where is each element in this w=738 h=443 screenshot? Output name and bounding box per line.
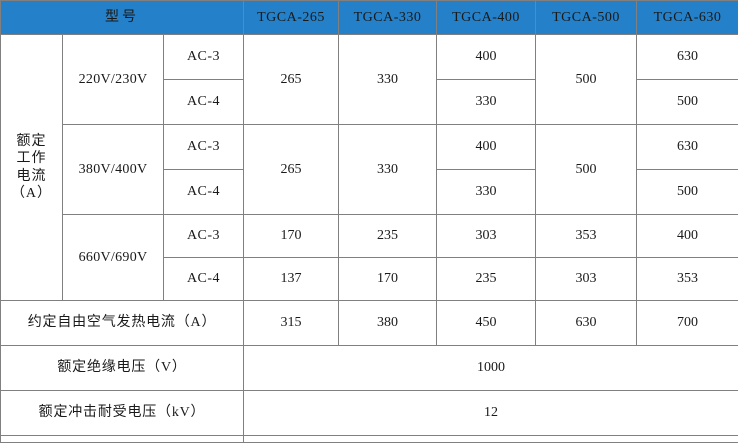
cell-220-ac4-tgca-630: 500: [637, 80, 738, 125]
summary-label-insulation-voltage: 额定绝缘电压（V）: [1, 346, 244, 391]
ac-type-660-ac3: AC-3: [164, 215, 244, 258]
ac-type-380-ac4: AC-4: [164, 170, 244, 215]
cell-380-ac3-tgca-400: 400: [437, 125, 536, 170]
cell-660-ac3-tgca-400: 303: [437, 215, 536, 258]
cell-380-ac4-tgca-630: 500: [637, 170, 738, 215]
cell-660-ac3-tgca-265: 170: [244, 215, 339, 258]
thermal-current-tgca-265: 315: [244, 301, 339, 346]
header-model-label: 型号: [1, 1, 244, 35]
table-row: 额定 工作 电流 （A） 220V/230V AC-3 265 330 400 …: [1, 35, 738, 80]
thermal-current-tgca-630: 700: [637, 301, 738, 346]
table-header-row: 型号 TGCA-265 TGCA-330 TGCA-400 TGCA-500 T…: [1, 1, 738, 35]
voltage-group-220-230: 220V/230V: [63, 35, 164, 125]
header-model-tgca-265: TGCA-265: [244, 1, 339, 35]
rated-current-label-line-2: 工作: [3, 150, 60, 168]
cell-220-ac3-tgca-630: 630: [637, 35, 738, 80]
table-row: 额定冲击耐受电压（kV） 12: [1, 391, 738, 436]
table-row: 380V/400V AC-3 265 330 400 500 630: [1, 125, 738, 170]
cell-660-ac4-tgca-265: 137: [244, 258, 339, 301]
partial-row-value-cell: [244, 436, 738, 443]
thermal-current-tgca-500: 630: [536, 301, 637, 346]
cell-380-tgca-500: 500: [536, 125, 637, 215]
ac-type-220-ac4: AC-4: [164, 80, 244, 125]
cell-380-tgca-330: 330: [339, 125, 437, 215]
cell-220-ac4-tgca-400: 330: [437, 80, 536, 125]
header-model-tgca-500: TGCA-500: [536, 1, 637, 35]
table-row-partial: [1, 436, 738, 443]
rated-current-label-line-3: 电流: [3, 168, 60, 186]
cell-220-ac3-tgca-400: 400: [437, 35, 536, 80]
rated-current-label: 额定 工作 电流 （A）: [1, 35, 63, 301]
partial-row-label-cell: [1, 436, 244, 443]
cell-660-ac3-tgca-330: 235: [339, 215, 437, 258]
cell-220-tgca-330: 330: [339, 35, 437, 125]
header-model-tgca-400: TGCA-400: [437, 1, 536, 35]
cell-660-ac3-tgca-630: 400: [637, 215, 738, 258]
cell-220-tgca-500: 500: [536, 35, 637, 125]
thermal-current-tgca-330: 380: [339, 301, 437, 346]
impulse-voltage-value: 12: [244, 391, 738, 436]
ac-type-660-ac4: AC-4: [164, 258, 244, 301]
cell-660-ac4-tgca-330: 170: [339, 258, 437, 301]
insulation-voltage-value: 1000: [244, 346, 738, 391]
header-model-tgca-630: TGCA-630: [637, 1, 738, 35]
cell-660-ac4-tgca-400: 235: [437, 258, 536, 301]
cell-380-ac4-tgca-400: 330: [437, 170, 536, 215]
ac-type-380-ac3: AC-3: [164, 125, 244, 170]
cell-660-ac4-tgca-500: 303: [536, 258, 637, 301]
cell-220-tgca-265: 265: [244, 35, 339, 125]
voltage-group-660-690: 660V/690V: [63, 215, 164, 301]
table-row: 额定绝缘电压（V） 1000: [1, 346, 738, 391]
thermal-current-tgca-400: 450: [437, 301, 536, 346]
cell-660-ac4-tgca-630: 353: [637, 258, 738, 301]
rated-current-label-line-4: （A）: [3, 185, 60, 203]
rated-current-label-line-1: 额定: [3, 133, 60, 151]
table-row: 660V/690V AC-3 170 235 303 353 400: [1, 215, 738, 258]
summary-label-thermal-current: 约定自由空气发热电流（A）: [1, 301, 244, 346]
ac-type-220-ac3: AC-3: [164, 35, 244, 80]
cell-660-ac3-tgca-500: 353: [536, 215, 637, 258]
cell-380-tgca-265: 265: [244, 125, 339, 215]
voltage-group-380-400: 380V/400V: [63, 125, 164, 215]
table-row: 约定自由空气发热电流（A） 315 380 450 630 700: [1, 301, 738, 346]
summary-label-impulse-voltage: 额定冲击耐受电压（kV）: [1, 391, 244, 436]
cell-380-ac3-tgca-630: 630: [637, 125, 738, 170]
header-model-tgca-330: TGCA-330: [339, 1, 437, 35]
